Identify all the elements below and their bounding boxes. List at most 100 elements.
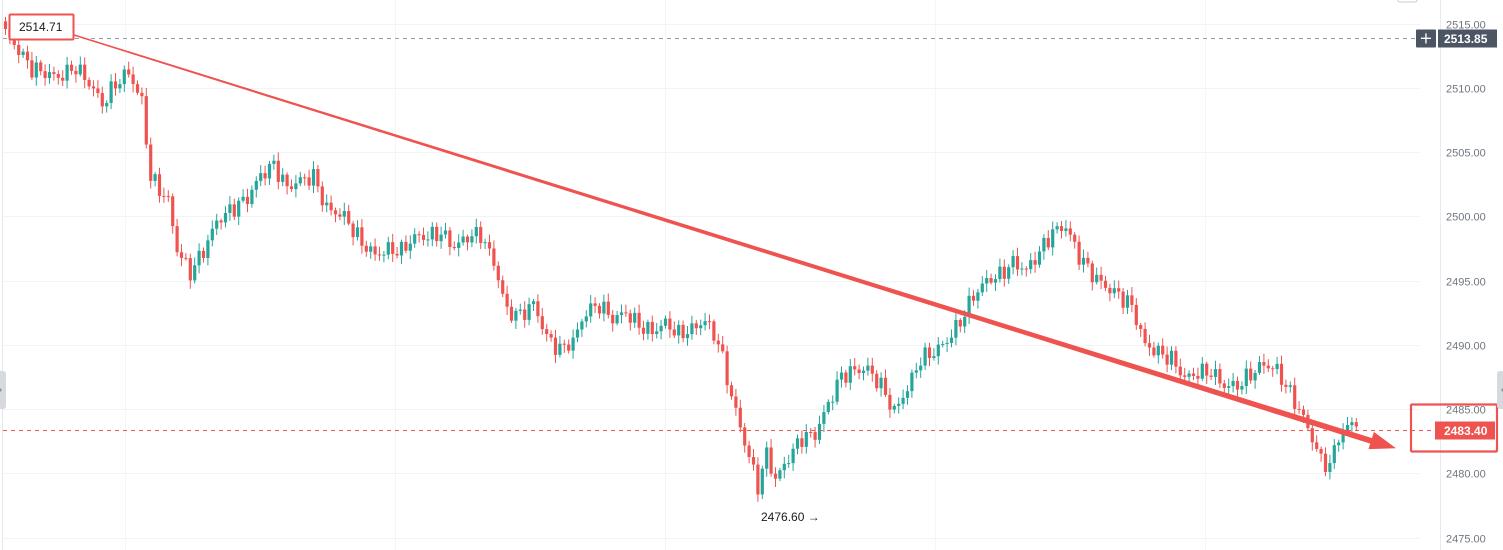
candle-body: [927, 347, 932, 358]
candle-body: [1253, 372, 1257, 381]
candle-body: [1055, 226, 1059, 230]
candle-body: [395, 253, 399, 256]
price-axis[interactable]: 2515.00 2510.00 2505.00 2500.00 2495.00 2490.…: [1409, 20, 1499, 546]
candle-body: [1015, 256, 1020, 270]
candle-body: [232, 204, 236, 217]
candle-body: [382, 254, 386, 256]
candle-body: [725, 351, 729, 386]
candle-body: [78, 64, 82, 75]
candle-body: [751, 457, 756, 465]
candle-body: [386, 242, 390, 255]
settings-icon[interactable]: [1397, 0, 1418, 3]
candle-body: [1332, 445, 1336, 464]
candle-body: [760, 468, 764, 495]
trend-arrow-head: [1368, 431, 1396, 450]
candle-body: [408, 243, 412, 251]
candle-body: [857, 369, 861, 374]
candle-body: [879, 377, 883, 389]
trend-arrow-shaft: [69, 33, 1373, 444]
candle-body: [1319, 448, 1323, 454]
candle-body: [1059, 226, 1064, 231]
candle-body: [734, 396, 738, 408]
candle-body: [34, 62, 38, 78]
candle-body: [985, 278, 989, 284]
candle-body: [650, 321, 654, 335]
candle-body: [523, 309, 527, 320]
candle-body: [1161, 345, 1165, 355]
candle-body: [52, 72, 56, 74]
candle-body: [65, 64, 69, 81]
candle-body: [747, 445, 751, 458]
candle-body: [162, 195, 166, 197]
candle-body: [619, 312, 624, 316]
add-level-icon[interactable]: [1416, 29, 1436, 48]
candle-body: [716, 340, 720, 345]
candle-body: [333, 210, 338, 215]
candle-body: [663, 318, 668, 326]
candle-body: [989, 278, 993, 283]
candle-body: [685, 334, 690, 339]
candle-body: [963, 316, 967, 327]
candle-body: [228, 204, 232, 213]
candle-body: [74, 70, 78, 75]
candle-body: [39, 62, 43, 72]
candle-body: [1323, 453, 1328, 472]
candle-body: [12, 36, 16, 45]
candle-body: [175, 226, 179, 253]
candle-body: [171, 196, 175, 227]
candle-body: [303, 177, 307, 179]
candle-body: [831, 401, 835, 403]
candle-body: [30, 60, 34, 78]
candle-body: [100, 93, 104, 107]
candle-body: [1257, 362, 1262, 373]
candle-body: [1244, 368, 1248, 387]
candle-body: [606, 301, 610, 315]
candle-body: [140, 92, 144, 97]
candle-body: [998, 266, 1002, 280]
candle-body: [870, 365, 874, 374]
candle-body: [1213, 369, 1218, 377]
candle-body: [294, 183, 298, 190]
candle-body: [373, 246, 377, 255]
candle-body: [1293, 385, 1297, 409]
candle-body: [800, 438, 804, 447]
candle-body: [839, 372, 844, 380]
y-tick-label: 2510.00: [1446, 84, 1486, 96]
candle-body: [399, 241, 404, 256]
candle-body: [518, 309, 522, 311]
candle-body: [1297, 408, 1301, 410]
candle-body: [1284, 384, 1288, 387]
candle-body: [1341, 430, 1345, 443]
candle-body: [1042, 237, 1046, 252]
candle-body: [721, 344, 725, 352]
candle-body: [1169, 350, 1174, 365]
candle-body: [479, 227, 483, 243]
candle-body: [179, 252, 184, 258]
scroll-left-handle[interactable]: [0, 371, 6, 409]
candle-body: [809, 432, 813, 434]
grid-layer: [3, 0, 1420, 550]
candle-body: [210, 228, 214, 241]
candle-body: [514, 310, 518, 321]
candle-body: [417, 234, 421, 236]
candle-body: [765, 447, 769, 469]
candle-body: [1328, 463, 1332, 472]
candle-body: [144, 96, 148, 145]
candle-body: [483, 242, 487, 244]
candle-body: [487, 242, 492, 249]
candle-body: [1002, 266, 1006, 279]
candle-body: [848, 366, 852, 383]
candle-body: [1196, 375, 1200, 379]
candle-body: [404, 241, 408, 251]
candle-body: [553, 337, 558, 355]
candle-body: [206, 240, 210, 258]
candle-body: [712, 321, 716, 341]
scroll-right-handle[interactable]: [1497, 371, 1503, 409]
candle-body: [448, 230, 452, 248]
candle-body: [699, 325, 703, 329]
candle-body: [501, 280, 505, 294]
candle-body: [83, 64, 87, 80]
candle-body: [1288, 385, 1292, 387]
